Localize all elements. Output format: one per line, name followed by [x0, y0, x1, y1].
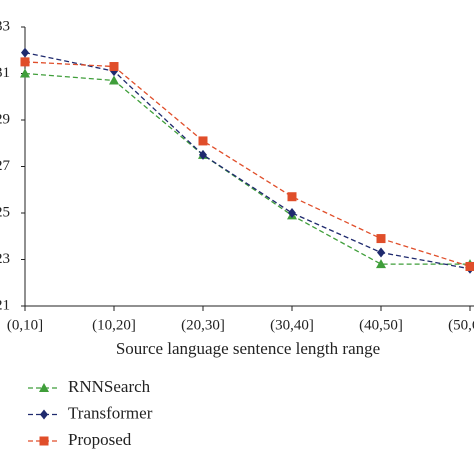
series-line — [24, 72, 470, 265]
legend-marker — [39, 436, 49, 446]
legend-marker — [39, 383, 49, 392]
point — [287, 192, 297, 202]
x-tick-label: (30,40] — [270, 317, 314, 333]
point — [288, 208, 296, 218]
point — [376, 234, 386, 244]
point — [21, 47, 29, 58]
y-tick-label: 31 — [0, 65, 10, 81]
legend-marker — [40, 409, 48, 420]
x-tick-label: (50,60] — [448, 317, 474, 333]
point — [20, 68, 30, 78]
point — [199, 149, 207, 160]
y-tick-label: 21 — [0, 297, 10, 313]
legend-label: Transformer — [68, 403, 153, 422]
y-tick-label: 23 — [0, 251, 10, 267]
point — [376, 259, 386, 269]
y-tick-label: 25 — [0, 204, 10, 220]
point — [198, 136, 208, 146]
point — [20, 57, 30, 67]
point — [109, 62, 119, 72]
y-tick-label: 29 — [0, 111, 10, 127]
legend-label: Proposed — [68, 430, 132, 449]
y-tick-label: 33 — [0, 18, 10, 34]
x-tick-label: (40,50] — [359, 317, 403, 333]
series-line — [24, 51, 471, 270]
point — [377, 247, 385, 258]
x-tick-label: (20,30] — [181, 317, 225, 333]
y-tick-label: 27 — [0, 158, 11, 174]
x-tick-label: (0,10] — [7, 317, 43, 333]
series-line — [24, 61, 471, 268]
legend-label: RNNSearch — [68, 377, 151, 396]
x-axis-title: Source language sentence length range — [116, 339, 380, 358]
point — [109, 75, 119, 85]
point — [465, 261, 474, 271]
x-tick-label: (10,20] — [92, 317, 136, 333]
